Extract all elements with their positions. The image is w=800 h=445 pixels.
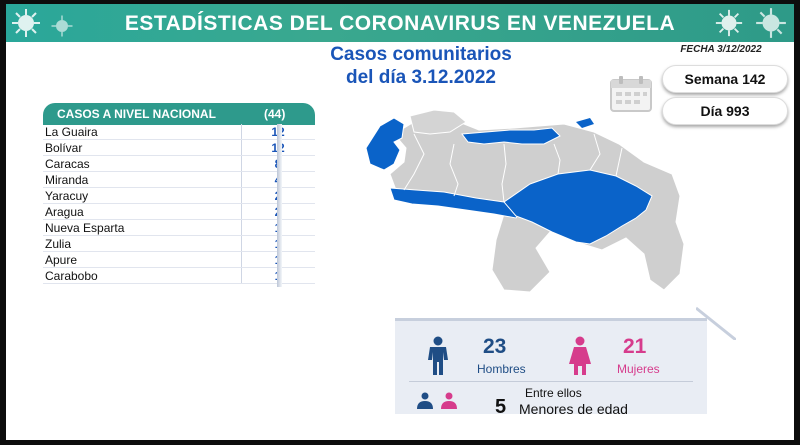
minors-label: Menores de edad (519, 401, 628, 417)
cell-divider (241, 156, 242, 172)
subtitle-line-2: del día 3.12.2022 (346, 67, 496, 88)
table-row: Aragua2 (43, 204, 315, 220)
male-label: Hombres (477, 362, 526, 376)
row-line (43, 155, 315, 156)
calendar-icon (610, 76, 652, 112)
table-header-label: CASOS A NIVEL NACIONAL (57, 107, 216, 121)
female-icon (569, 336, 591, 375)
infographic: ESTADÍSTICAS DEL CORONAVIRUS EN VENEZUEL… (6, 4, 794, 440)
virus-icon-right (715, 9, 743, 37)
virus-icon-left-small (51, 15, 73, 37)
state-name: Miranda (45, 173, 89, 187)
state-name: Yaracuy (45, 189, 89, 203)
female-label: Mujeres (617, 362, 660, 376)
gender-stats-card: 23 Hombres 21 Mujeres Entre ellos 5 Meno… (395, 318, 707, 418)
cases-table: La Guaira12Bolívar12Caracas8Miranda4Yara… (43, 124, 315, 284)
table-row: Apure1 (43, 252, 315, 268)
row-line (43, 283, 315, 284)
row-line (43, 187, 315, 188)
row-line (43, 139, 315, 140)
day-badge: Día 993 (662, 97, 788, 125)
day-label: Día 993 (700, 103, 750, 119)
cell-divider (241, 140, 242, 156)
subtitle-line-1: Casos comunitarios (330, 44, 512, 65)
map-state-falcon (409, 109, 467, 135)
female-count: 21 (623, 335, 647, 358)
table-row: Caracas8 (43, 156, 315, 172)
cell-divider (241, 188, 242, 204)
row-line (43, 235, 315, 236)
table-header-total: (44) (264, 107, 286, 121)
state-name: Carabobo (45, 269, 98, 283)
virus-icon-right-2 (756, 8, 786, 38)
row-line (43, 267, 315, 268)
table-shadow (277, 124, 282, 287)
table-row: Nueva Esparta1 (43, 220, 315, 236)
week-badge: Semana 142 (662, 65, 788, 93)
map-state-apure (389, 187, 523, 219)
table-header: CASOS A NIVEL NACIONAL (44) (43, 103, 315, 125)
among-them-label: Entre ellos (525, 386, 582, 400)
table-row: Miranda4 (43, 172, 315, 188)
row-line (43, 251, 315, 252)
virus-icon-left (12, 9, 40, 37)
cell-divider (241, 268, 242, 284)
card-divider (409, 381, 693, 382)
cell-divider (241, 252, 242, 268)
map-state-zulia (365, 117, 405, 171)
state-name: La Guaira (45, 125, 98, 139)
people-pair-icon (417, 392, 457, 409)
page-title: ESTADÍSTICAS DEL CORONAVIRUS EN VENEZUEL… (124, 12, 676, 35)
cell-divider (241, 124, 242, 140)
map-state-bolivar (503, 169, 653, 245)
cell-divider (241, 204, 242, 220)
cell-divider (241, 172, 242, 188)
row-line (43, 171, 315, 172)
state-name: Zulia (45, 237, 72, 251)
cell-divider (241, 236, 242, 252)
table-row: Carabobo1 (43, 268, 315, 284)
state-name: Nueva Esparta (45, 221, 125, 235)
card-top-line (395, 318, 707, 321)
table-row: Bolívar12 (43, 140, 315, 156)
table-row: Yaracuy2 (43, 188, 315, 204)
table-row: Zulia1 (43, 236, 315, 252)
week-label: Semana 142 (684, 71, 766, 87)
minors-count: 5 (495, 396, 507, 418)
row-line (43, 203, 315, 204)
venezuela-map (365, 109, 685, 293)
map-state-nueva-esparta (576, 118, 594, 128)
table-row: La Guaira12 (43, 124, 315, 140)
state-name: Apure (45, 253, 78, 267)
card-corner-decoration (696, 306, 736, 340)
row-line (43, 219, 315, 220)
state-name: Caracas (45, 157, 90, 171)
male-count: 23 (483, 335, 507, 358)
state-name: Aragua (45, 205, 84, 219)
header-banner: ESTADÍSTICAS DEL CORONAVIRUS EN VENEZUEL… (6, 4, 794, 42)
male-icon (428, 336, 448, 375)
cell-divider (241, 220, 242, 236)
date-label: FECHA 3/12/2022 (680, 44, 762, 55)
map-state-central-north (461, 127, 561, 145)
state-name: Bolívar (45, 141, 83, 155)
